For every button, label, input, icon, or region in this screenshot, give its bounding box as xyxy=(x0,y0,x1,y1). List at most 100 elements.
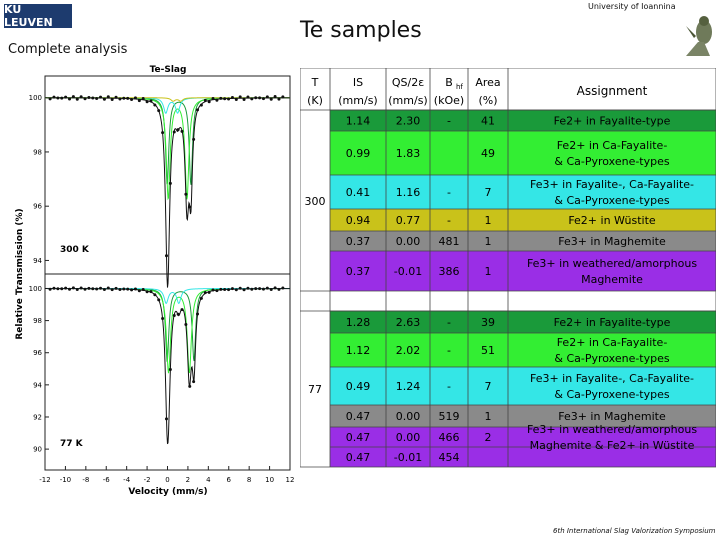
data-point xyxy=(122,287,126,291)
data-point xyxy=(106,286,110,290)
data-point xyxy=(137,289,141,293)
y-tick-label: 94 xyxy=(33,257,42,265)
header-bhf: B xyxy=(445,76,453,89)
data-point xyxy=(102,288,106,292)
data-point xyxy=(130,288,134,292)
data-point xyxy=(68,97,71,101)
data-point xyxy=(242,97,246,101)
data-point xyxy=(207,290,211,294)
temp-300: 300 xyxy=(305,195,326,208)
header-bhf-subscript: hf xyxy=(456,83,463,91)
data-point xyxy=(172,130,176,134)
data-point xyxy=(265,95,269,99)
data-point xyxy=(149,99,153,103)
data-point xyxy=(95,287,99,291)
x-tick-label: 2 xyxy=(186,476,190,484)
x-tick-label: 10 xyxy=(265,476,274,484)
data-point xyxy=(110,97,114,101)
data-point xyxy=(102,97,106,101)
cell-area: 49 xyxy=(481,147,495,160)
cell-bhf: - xyxy=(447,214,451,227)
x-tick-label: 0 xyxy=(165,476,169,484)
data-point xyxy=(71,95,75,99)
header-bhf-unit: (kOe) xyxy=(434,94,464,107)
row-background xyxy=(330,427,716,447)
data-point xyxy=(180,308,184,312)
cell-assignment: & Ca-Pyroxene-types xyxy=(554,194,670,207)
cell-area: 41 xyxy=(481,115,495,128)
cell-qs: 1.24 xyxy=(396,380,421,393)
data-point xyxy=(281,286,285,290)
cell-bhf: 519 xyxy=(439,410,460,423)
data-point xyxy=(126,287,130,291)
x-tick-label: -8 xyxy=(82,476,89,484)
data-point xyxy=(52,286,56,290)
header-t: T xyxy=(311,76,319,89)
data-point xyxy=(83,287,87,291)
data-point xyxy=(273,95,277,99)
data-point xyxy=(168,367,172,371)
data-point xyxy=(75,97,79,101)
data-point xyxy=(161,317,165,321)
data-point xyxy=(141,96,145,100)
y-tick-label: 98 xyxy=(33,317,42,325)
data-point xyxy=(246,95,250,99)
row-background xyxy=(330,209,716,231)
cell-is: 0.37 xyxy=(346,235,371,248)
data-point xyxy=(258,96,262,100)
x-tick-label: 8 xyxy=(247,476,251,484)
data-point xyxy=(188,205,192,209)
data-point xyxy=(176,128,180,132)
y-tick-label: 96 xyxy=(33,203,42,211)
y-tick-label: 98 xyxy=(33,148,42,156)
data-point xyxy=(126,96,130,100)
cell-is: 1.12 xyxy=(346,344,371,357)
data-point xyxy=(122,96,126,100)
fit-component-curve xyxy=(45,97,290,201)
cell-assignment: Fe3+ in weathered/amorphous xyxy=(527,423,697,436)
cell-qs: 1.16 xyxy=(396,186,421,199)
data-point xyxy=(149,290,153,294)
cell-bhf: 466 xyxy=(439,431,460,444)
row-background xyxy=(330,405,716,427)
row-background xyxy=(330,131,716,175)
cell-assignment: & Ca-Pyroxene-types xyxy=(554,352,670,365)
x-tick-label: 4 xyxy=(206,476,211,484)
cell-qs: 0.00 xyxy=(396,410,421,423)
data-point xyxy=(277,287,281,291)
data-point xyxy=(250,97,254,101)
data-point xyxy=(91,96,95,100)
data-point xyxy=(118,97,122,101)
cell-bhf: 386 xyxy=(439,265,460,278)
y-tick-label: 94 xyxy=(33,381,42,389)
data-point xyxy=(254,96,258,100)
data-point xyxy=(79,95,83,99)
data-point xyxy=(188,384,192,388)
cell-assignment: Fe2+ in Ca-Fayalite- xyxy=(557,139,668,152)
cell-assignment: & Ca-Pyroxene-types xyxy=(554,388,670,401)
data-point xyxy=(242,288,246,292)
cell-area: 7 xyxy=(485,380,492,393)
hyperfine-parameters-table: T (K) IS (mm/s) QS/2ε (mm/s) B (kOe) Area (%) hf As… xyxy=(300,68,716,468)
data-point xyxy=(261,287,265,291)
y-tick-label: 100 xyxy=(29,94,42,102)
data-point xyxy=(83,97,87,101)
data-point xyxy=(64,286,68,290)
data-point xyxy=(227,288,231,292)
x-tick-label: 6 xyxy=(227,476,232,484)
cell-assignment: Fe2+ in Fayalite-type xyxy=(554,115,671,128)
data-point xyxy=(99,95,103,99)
cell-assignment: Fe3+ in Fayalite-, Ca-Fayalite- xyxy=(530,178,694,191)
data-point xyxy=(234,98,238,101)
data-point xyxy=(277,97,281,101)
data-point xyxy=(281,95,285,99)
cell-qs: -0.01 xyxy=(394,451,422,464)
data-point xyxy=(238,286,242,290)
data-point xyxy=(164,417,168,421)
data-point xyxy=(137,99,141,103)
data-point xyxy=(211,288,215,292)
cell-qs: 2.63 xyxy=(396,316,421,329)
cell-bhf: - xyxy=(447,344,451,357)
cell-area: 1 xyxy=(485,410,492,423)
cell-is: 1.28 xyxy=(346,316,371,329)
